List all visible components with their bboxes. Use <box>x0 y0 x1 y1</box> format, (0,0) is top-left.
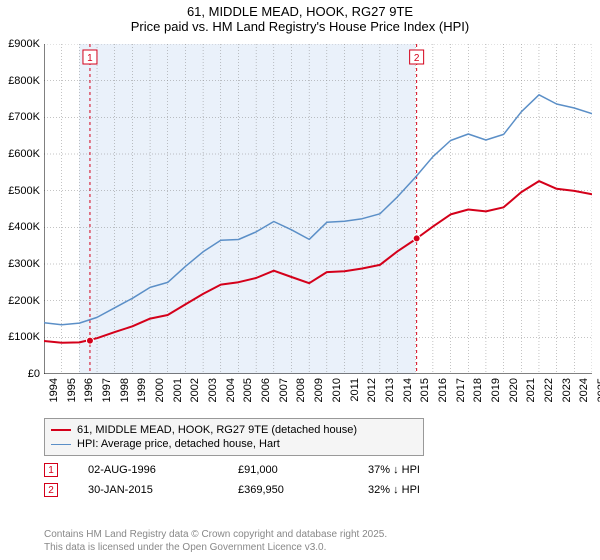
x-tick-label: 1998 <box>119 378 131 402</box>
legend-swatch <box>51 429 71 431</box>
x-tick-label: 2017 <box>455 378 467 402</box>
y-tick-label: £600K <box>8 148 40 160</box>
x-tick-label: 2011 <box>349 378 361 402</box>
marker-pct: 37% ↓ HPI <box>368 464 468 476</box>
x-tick-label: 1995 <box>66 378 78 402</box>
plot-area: 12 <box>44 44 592 374</box>
x-tick-label: 1996 <box>83 378 95 402</box>
y-tick-label: £300K <box>8 258 40 270</box>
x-tick-label: 2021 <box>525 378 537 402</box>
y-tick-label: £400K <box>8 221 40 233</box>
x-tick-label: 2022 <box>543 378 555 402</box>
svg-text:2: 2 <box>414 53 420 64</box>
y-tick-label: £800K <box>8 75 40 87</box>
x-tick-label: 2014 <box>402 378 414 402</box>
footer-line-1: Contains HM Land Registry data © Crown c… <box>44 528 387 541</box>
footer-line-2: This data is licensed under the Open Gov… <box>44 541 387 554</box>
y-tick-label: £200K <box>8 295 40 307</box>
y-tick-label: £0 <box>28 368 40 380</box>
x-tick-label: 1994 <box>48 378 60 402</box>
marker-price: £91,000 <box>238 464 368 476</box>
title-line-1: 61, MIDDLE MEAD, HOOK, RG27 9TE <box>0 4 600 19</box>
x-tick-label: 2009 <box>313 378 325 402</box>
y-tick-label: £500K <box>8 185 40 197</box>
legend-box: 61, MIDDLE MEAD, HOOK, RG27 9TE (detache… <box>44 418 424 456</box>
x-tick-label: 2002 <box>189 378 201 402</box>
x-tick-label: 1997 <box>101 378 113 402</box>
x-tick-label: 2006 <box>260 378 272 402</box>
x-tick-label: 2001 <box>172 378 184 402</box>
x-tick-label: 2013 <box>384 378 396 402</box>
x-tick-label: 2015 <box>419 378 431 402</box>
title-block: 61, MIDDLE MEAD, HOOK, RG27 9TE Price pa… <box>0 0 600 34</box>
legend-label: HPI: Average price, detached house, Hart <box>77 438 280 450</box>
marker-row: 2 30-JAN-2015£369,95032% ↓ HPI <box>44 480 592 500</box>
legend-swatch <box>51 444 71 445</box>
marker-pct: 32% ↓ HPI <box>368 484 468 496</box>
markers-table: 1 02-AUG-1996£91,00037% ↓ HPI 2 30-JAN-2015… <box>44 460 592 500</box>
y-tick-label: £700K <box>8 111 40 123</box>
x-tick-label: 2023 <box>561 378 573 402</box>
marker-date: 30-JAN-2015 <box>88 484 238 496</box>
x-tick-label: 2005 <box>242 378 254 402</box>
x-tick-label: 2004 <box>225 378 237 402</box>
x-tick-label: 1999 <box>136 378 148 402</box>
svg-text:1: 1 <box>87 53 93 64</box>
x-tick-label: 2019 <box>490 378 502 402</box>
marker-number-box: 1 <box>44 463 58 477</box>
y-tick-label: £900K <box>8 38 40 50</box>
title-line-2: Price paid vs. HM Land Registry's House … <box>0 19 600 34</box>
legend-label: 61, MIDDLE MEAD, HOOK, RG27 9TE (detache… <box>77 424 357 436</box>
y-tick-label: £100K <box>8 331 40 343</box>
x-tick-label: 2008 <box>295 378 307 402</box>
x-tick-label: 2025 <box>596 378 600 402</box>
x-tick-label: 2010 <box>331 378 343 402</box>
y-axis-labels: £0£100K£200K£300K£400K£500K£600K£700K£80… <box>0 44 44 374</box>
x-tick-label: 2003 <box>207 378 219 402</box>
marker-date: 02-AUG-1996 <box>88 464 238 476</box>
legend-row: HPI: Average price, detached house, Hart <box>51 437 417 451</box>
marker-price: £369,950 <box>238 484 368 496</box>
marker-number-box: 2 <box>44 483 58 497</box>
footer: Contains HM Land Registry data © Crown c… <box>44 528 387 554</box>
chart-svg: 12 <box>44 44 592 374</box>
x-axis-labels: 1994 1995 1996 1997 1998 1999 2000 2001 2002 2003… <box>44 376 592 416</box>
x-tick-label: 2000 <box>154 378 166 402</box>
x-tick-label: 2007 <box>278 378 290 402</box>
x-tick-label: 2024 <box>578 378 590 402</box>
legend-row: 61, MIDDLE MEAD, HOOK, RG27 9TE (detache… <box>51 423 417 437</box>
x-tick-label: 2012 <box>366 378 378 402</box>
x-tick-label: 2018 <box>472 378 484 402</box>
x-tick-label: 2016 <box>437 378 449 402</box>
chart-container: 61, MIDDLE MEAD, HOOK, RG27 9TE Price pa… <box>0 0 600 560</box>
marker-row: 1 02-AUG-1996£91,00037% ↓ HPI <box>44 460 592 480</box>
x-tick-label: 2020 <box>508 378 520 402</box>
